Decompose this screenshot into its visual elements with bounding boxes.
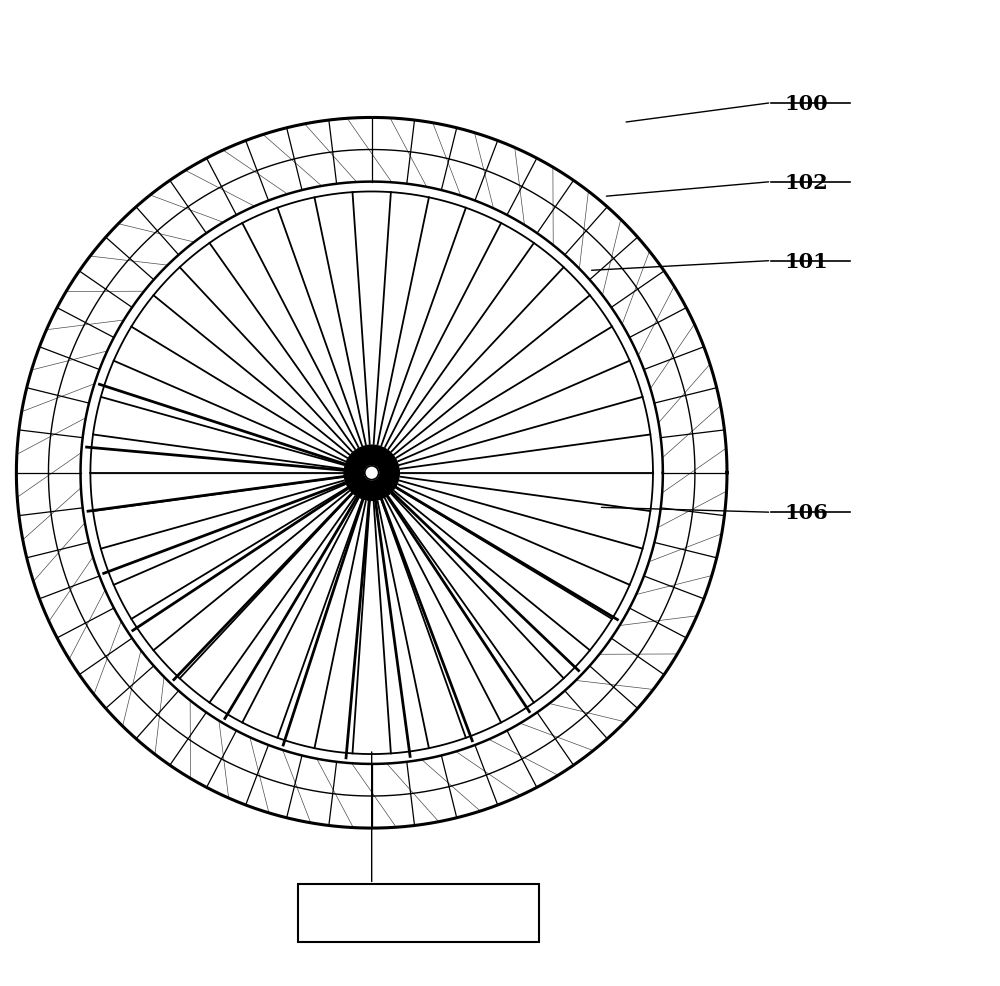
Text: 查看细节  A: 查看细节 A: [380, 912, 463, 932]
Circle shape: [344, 446, 399, 501]
Circle shape: [365, 466, 379, 480]
Text: 106: 106: [784, 503, 828, 523]
Text: 102: 102: [784, 173, 828, 192]
Text: 100: 100: [784, 94, 828, 113]
Text: 101: 101: [784, 251, 828, 271]
FancyBboxPatch shape: [298, 884, 539, 942]
